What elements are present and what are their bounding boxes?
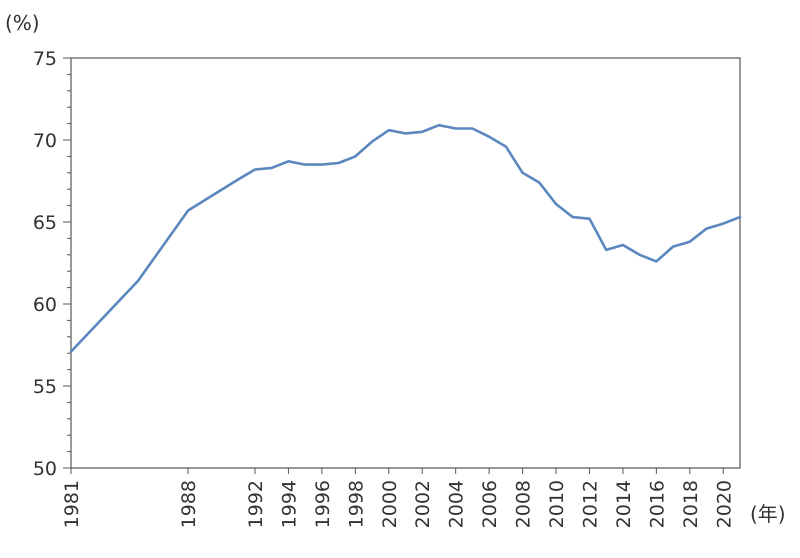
y-axis: 50 55 60 65 70 75 bbox=[33, 48, 71, 480]
x-tick-label: 2006 bbox=[479, 480, 501, 528]
y-tick-label: 75 bbox=[33, 48, 57, 70]
x-tick-label: 1988 bbox=[178, 480, 200, 528]
x-unit-label: (年) bbox=[750, 502, 786, 526]
x-tick-label: 2018 bbox=[680, 480, 702, 528]
series-line bbox=[69, 123, 742, 353]
x-tick-label: 2004 bbox=[446, 480, 468, 528]
y-tick-label: 60 bbox=[33, 294, 57, 316]
x-tick-label: 1994 bbox=[278, 480, 300, 528]
y-tick-label: 55 bbox=[33, 376, 57, 398]
y-tick-label: 65 bbox=[33, 212, 57, 234]
x-tick-label: 1996 bbox=[312, 480, 334, 528]
x-tick-label: 2010 bbox=[546, 480, 568, 528]
y-tick-label: 50 bbox=[33, 458, 57, 480]
x-tick-label: 2012 bbox=[579, 480, 601, 528]
y-unit-label: (%) bbox=[5, 11, 40, 35]
x-tick-label: 1992 bbox=[245, 480, 267, 528]
x-tick-label: 2020 bbox=[713, 480, 735, 528]
x-tick-label: 2014 bbox=[613, 480, 635, 528]
y-tick-label: 70 bbox=[33, 130, 57, 152]
x-axis: 1981 1988 1992 1994 1996 1998 2000 2002 2004 2006… bbox=[61, 468, 735, 528]
x-tick-label: 1981 bbox=[61, 480, 83, 528]
x-tick-label: 2016 bbox=[646, 480, 668, 528]
x-tick-label: 2002 bbox=[412, 480, 434, 528]
x-tick-label: 2000 bbox=[379, 480, 401, 528]
x-tick-label: 2008 bbox=[513, 480, 535, 528]
plot-frame bbox=[70, 57, 741, 469]
x-tick-label: 1998 bbox=[345, 480, 367, 528]
